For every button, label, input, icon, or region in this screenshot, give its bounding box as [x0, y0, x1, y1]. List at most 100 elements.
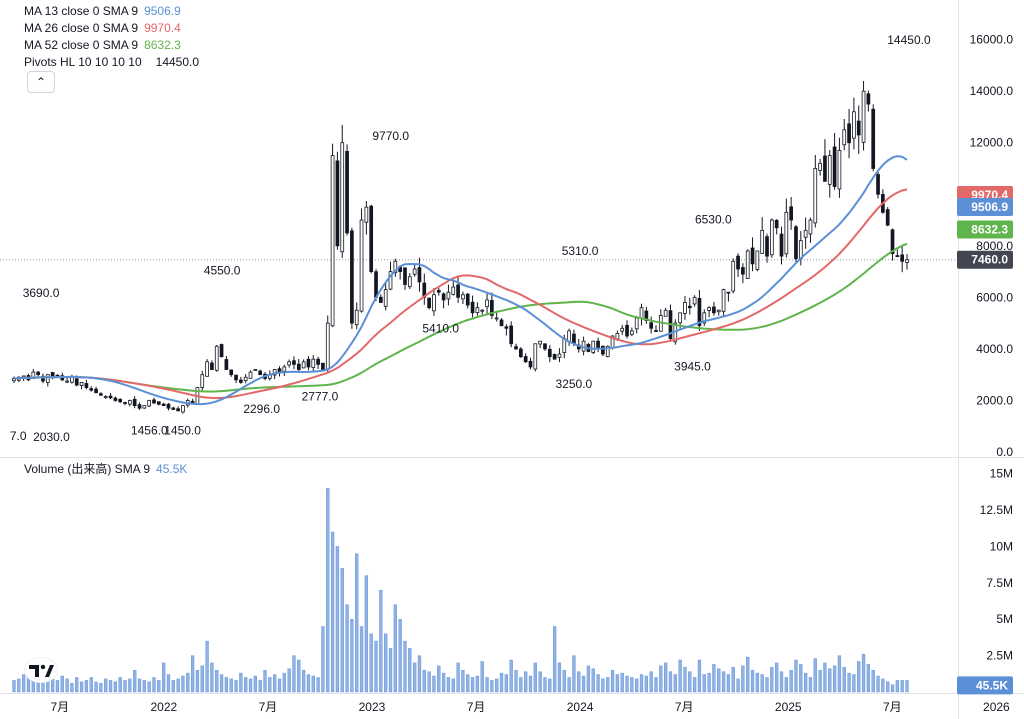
volume-bar	[895, 680, 899, 693]
candle-body	[345, 150, 349, 234]
candle-body	[620, 327, 625, 332]
candle-body	[803, 229, 808, 238]
candle-body	[132, 398, 137, 407]
ma13-line	[13, 155, 908, 406]
candle-body	[214, 345, 219, 371]
candle-body	[774, 219, 779, 229]
pivot-label: 2296.0	[243, 402, 280, 416]
volume-bar	[692, 677, 697, 693]
candle-body	[890, 229, 895, 254]
candle-body	[779, 233, 784, 257]
price-tick-label: 8000.0	[976, 239, 1013, 253]
candle-body	[547, 348, 552, 358]
volume-bar	[321, 626, 325, 693]
volume-bar	[620, 672, 624, 693]
legend-pivots[interactable]: Pivots HL 10 10 10 10 14450.0	[24, 54, 199, 71]
volume-bar	[161, 662, 166, 693]
volume-bar	[828, 668, 832, 693]
legend-ma52[interactable]: MA 52 close 0 SMA 9 8632.3	[24, 37, 199, 54]
candle-body	[760, 229, 765, 254]
candle-body	[407, 276, 412, 288]
volume-bar	[403, 640, 407, 693]
volume-bar	[818, 669, 822, 693]
volume-bar	[495, 678, 499, 693]
candle-body	[171, 407, 176, 410]
candle-body	[248, 371, 253, 379]
volume-bar	[94, 681, 98, 693]
volume-bar	[374, 640, 378, 693]
legend-ma13[interactable]: MA 13 close 0 SMA 9 9506.9	[24, 3, 199, 20]
candle-body	[321, 362, 325, 370]
candle-body	[41, 375, 45, 382]
candle-body	[736, 255, 740, 270]
volume-bar	[794, 659, 798, 693]
volume-bar	[219, 674, 224, 693]
candle-body	[128, 400, 132, 405]
volume-tag	[957, 676, 1013, 695]
candle-body	[755, 250, 760, 270]
ma26-line	[13, 188, 908, 400]
candle-body	[678, 312, 682, 324]
candle-body	[716, 309, 721, 313]
candle-body	[683, 302, 687, 314]
price-tick-label: 2000.0	[976, 393, 1013, 407]
candle-body	[94, 388, 98, 394]
volume-bar	[268, 677, 272, 693]
candle-body	[354, 309, 359, 326]
volume-bar	[750, 669, 755, 693]
volume-bar	[760, 674, 764, 693]
volume-bar	[229, 678, 233, 693]
candle-body	[427, 297, 431, 309]
candle-body	[403, 267, 407, 285]
candle-body	[210, 362, 214, 370]
volume-tick-label: 7.5M	[986, 576, 1013, 590]
candle-body	[137, 404, 142, 409]
volume-bar	[886, 681, 890, 693]
candle-body	[543, 343, 547, 350]
candle-body	[383, 289, 388, 307]
time-tick-label: 7月	[675, 700, 694, 714]
volume-bar	[133, 669, 137, 693]
candle-body	[630, 330, 634, 335]
candle-body	[258, 370, 263, 376]
candle-body	[649, 322, 654, 329]
candle-body	[205, 361, 209, 377]
candle-body	[832, 146, 837, 187]
pivot-label: 2777.0	[302, 389, 339, 403]
candle-body	[596, 340, 600, 350]
volume-bar	[509, 659, 513, 693]
volume-bar	[297, 659, 301, 693]
candle-body	[287, 361, 291, 366]
candle-body	[436, 289, 441, 293]
candle-body	[818, 162, 822, 171]
volume-bar	[157, 680, 161, 693]
legend-ma13-value: 9506.9	[144, 4, 181, 18]
time-axis-ticks[interactable]: 7月 2022 7月 2023 7月 2024 7月 2025 7月 2026	[50, 700, 1010, 714]
volume-bar	[461, 669, 465, 693]
collapse-legend-button[interactable]: ⌃	[27, 71, 55, 93]
candle-body	[885, 209, 890, 226]
volume-bar	[504, 674, 509, 693]
volume-legend[interactable]: Volume (出来高) SMA 9 45.5K	[24, 461, 187, 478]
candle-body	[70, 376, 74, 383]
candle-body	[229, 369, 234, 376]
candle-body	[388, 271, 393, 290]
price-axis-ticks[interactable]: 16000.014000.012000.010000.08000.06000.0…	[970, 33, 1014, 459]
candle-body	[12, 378, 16, 382]
volume-bar	[755, 672, 760, 693]
candlesticks[interactable]	[12, 81, 909, 414]
volume-axis-ticks[interactable]: 15M 12.5M 10M 7.5M 5M 2.5M	[980, 467, 1013, 663]
legend-ma26[interactable]: MA 26 close 0 SMA 9 9970.4	[24, 20, 199, 37]
volume-bar	[205, 640, 209, 693]
legend-pivots-value: 14450.0	[155, 55, 200, 69]
volume-bar	[514, 669, 518, 693]
candle-body	[847, 123, 851, 144]
candle-body	[417, 267, 422, 283]
candle-body	[707, 307, 711, 311]
volume-bar	[441, 672, 446, 693]
volume-bar	[799, 664, 803, 693]
volume-bar	[528, 675, 533, 693]
tradingview-logo-icon[interactable]	[24, 657, 58, 683]
